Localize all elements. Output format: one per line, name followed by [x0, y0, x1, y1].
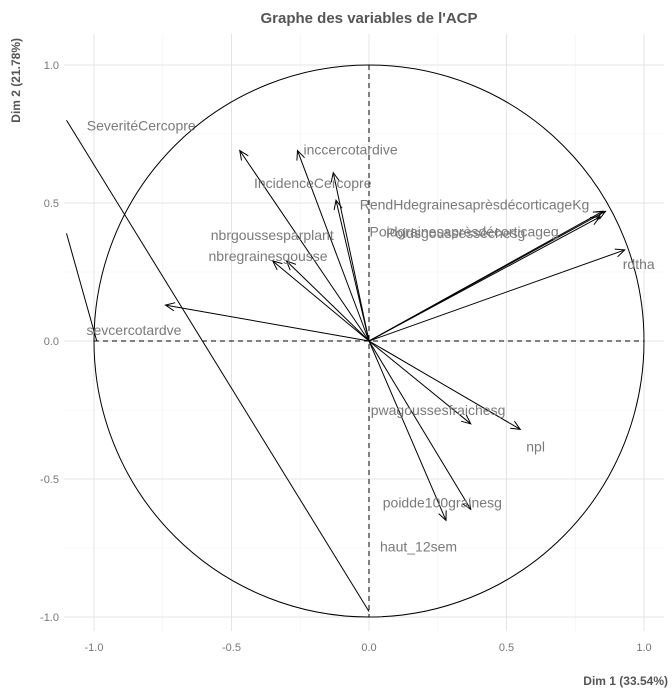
tick-labels: -1.0 -0.5 0.0 0.5 1.0 -1.0 -0.5 0.0 0.5 1.0 [40, 60, 652, 654]
x-tick-label: -0.5 [222, 642, 241, 654]
y-tick-label: 1.0 [44, 60, 59, 72]
label-pwagoussesfraichesg: pwagoussesfraichesg [371, 402, 506, 418]
label-poidsgoussess-chesg: Poidsgoussessèchesg [386, 225, 525, 241]
arrow-poidde100grainesg [368, 340, 472, 511]
reference-line-1 [66, 119, 370, 612]
label-nbrgoussesparplant: nbrgoussesparplant [211, 227, 334, 243]
arrow-head-pwagoussesfraichesg [460, 414, 472, 425]
arrow-severit-cercopre [239, 149, 370, 342]
arrow-head-inccercotardive [296, 149, 305, 161]
arrow-poidgrainesapr-sd-corticageg [368, 210, 607, 342]
arrow-rdtha [368, 248, 626, 342]
unit-circle [93, 64, 645, 618]
arrow-shaft-poidgrainesapr-sd-corticageg [368, 210, 606, 342]
arrow-pwagoussesfraichesg [368, 340, 472, 425]
arrow-head-incidencecercopre [333, 199, 343, 211]
y-tick-label: -1.0 [40, 612, 59, 624]
arrow-shaft-nbregrainesgousse [286, 260, 370, 342]
arrow-shaft-poidde100grainesg [368, 340, 472, 510]
label-poidde100grainesg: poidde100grainesg [383, 494, 502, 510]
label-nbregrainesgousse: nbregrainesgousse [209, 248, 328, 264]
arrow-head-sevcercotardve [164, 302, 176, 312]
arrow-shaft-severit-cercopre [239, 150, 370, 342]
arrow-unlabeled [330, 171, 370, 342]
label-inccercotardive: inccercotardive [304, 142, 398, 158]
arrow-shaft-inccercotardive [297, 150, 370, 342]
arrow-head-npl [510, 420, 522, 430]
y-tick-label: 0.5 [44, 198, 59, 210]
reference-line-2 [66, 233, 98, 342]
arrow-head-unlabeled [330, 171, 340, 183]
arrow-shaft-rdtha [368, 249, 625, 342]
chart-title: Graphe des variables de l'ACP [261, 10, 478, 27]
y-tick-label: 0.0 [44, 336, 59, 348]
arrow-npl [368, 340, 522, 430]
arrow-head-rdtha [614, 248, 626, 258]
y-axis-title: Dim 2 (21.78%) [9, 38, 23, 123]
arrow-head-haut-12sem [438, 510, 447, 522]
arrow-inccercotardive [296, 149, 370, 342]
x-tick-label: 0.0 [361, 642, 376, 654]
variable-labels: SeveritéCercopre inccercotardive Incidence… [87, 118, 655, 555]
unit-circle-layer [93, 64, 645, 618]
arrow-shaft-incidencecercopre [335, 200, 370, 342]
arrow-haut-12sem [368, 340, 447, 522]
label-severit-cercopre: SeveritéCercopre [87, 118, 196, 134]
arrow-head-nbrgoussesparplant [271, 260, 283, 271]
arrow-shaft-nbrgoussesparplant [272, 260, 370, 342]
reference-lines [66, 119, 370, 612]
arrow-shaft-pwagoussesfraichesg [368, 340, 472, 425]
arrow-shaft-haut-12sem [368, 340, 447, 521]
x-tick-label: 0.5 [499, 642, 514, 654]
label-poidgrainesapr-sd-corticageg: Poidgrainesaprèsdécorticageg [370, 223, 559, 239]
variable-arrows [164, 149, 626, 522]
arrow-head-nbregrainesgousse [285, 260, 297, 271]
x-tick-label: 1.0 [636, 642, 651, 654]
arrow-shaft-unlabeled [332, 172, 370, 342]
x-axis-title: Dim 1 (33.54%) [583, 674, 668, 688]
arrow-nbregrainesgousse [285, 260, 370, 342]
arrow-head-poidgrainesapr-sd-corticageg [595, 210, 607, 220]
label-incidencecercopre: IncidenceCercopre [254, 175, 372, 191]
arrow-incidencecercopre [333, 199, 370, 342]
label-rendhdegrainesapr-sd-corticagekg: RendHdegrainesaprèsdécorticageKg [360, 196, 590, 212]
arrow-head-poidsgoussess-chesg [589, 216, 602, 226]
arrow-head-severit-cercopre [239, 149, 249, 161]
label-rdtha: rdtha [623, 256, 655, 272]
label-haut-12sem: haut_12sem [380, 538, 457, 554]
arrow-shaft-sevcercotardve [165, 304, 370, 342]
x-tick-label: -1.0 [85, 642, 104, 654]
y-tick-label: -0.5 [40, 474, 59, 486]
arrow-shaft-npl [368, 340, 521, 430]
arrow-nbrgoussesparplant [271, 260, 370, 342]
label-sevcercotardve: sevcercotardve [87, 322, 182, 338]
label-npl: npl [526, 438, 545, 454]
arrow-sevcercotardve [164, 302, 370, 342]
arrow-head-poidde100grainesg [462, 499, 472, 511]
